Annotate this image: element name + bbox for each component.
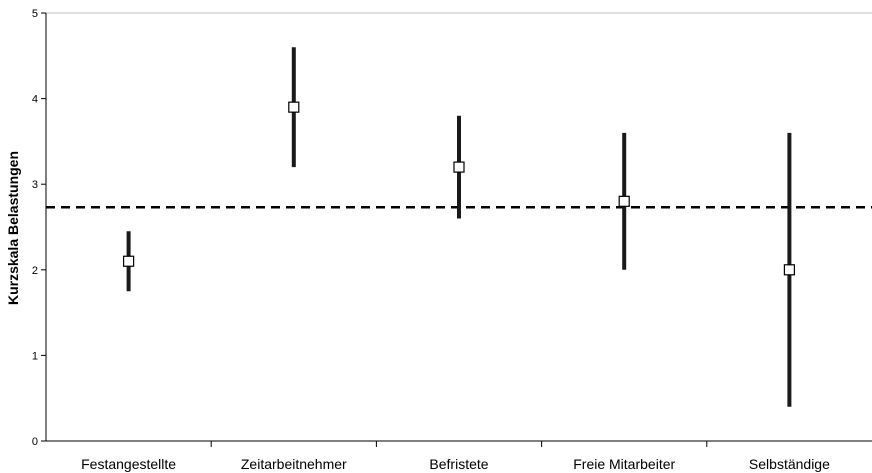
x-category-label: Selbständige: [749, 456, 830, 472]
y-tick-label: 0: [32, 436, 38, 448]
x-category-label: Befristete: [429, 456, 488, 472]
data-point-marker: [783, 264, 796, 276]
y-tick-label: 2: [32, 265, 38, 277]
error-bar-group: [126, 47, 792, 407]
x-category-label: Zeitarbeitnehmer: [241, 456, 347, 472]
data-point-marker: [618, 195, 630, 207]
marker-group: [122, 101, 796, 276]
y-tick-label: 4: [32, 94, 38, 106]
y-tick-label: 1: [32, 350, 38, 362]
data-point-marker: [288, 101, 300, 113]
category-label-group: Festangestellte Zeitarbeitnehmer Befristet…: [81, 456, 830, 472]
data-point-marker: [122, 255, 135, 267]
y-tick-label: 5: [32, 8, 38, 20]
y-axis-title: Kurzskala Belastungen: [5, 151, 21, 305]
data-point-marker: [453, 161, 465, 173]
x-category-label: Festangestellte: [81, 456, 176, 472]
tick-group: 0 1 2 3 4 5: [32, 8, 708, 448]
y-tick-label: 3: [32, 179, 38, 191]
x-category-label: Freie Mitarbeiter: [573, 456, 675, 472]
axes-group: [45, 12, 872, 442]
